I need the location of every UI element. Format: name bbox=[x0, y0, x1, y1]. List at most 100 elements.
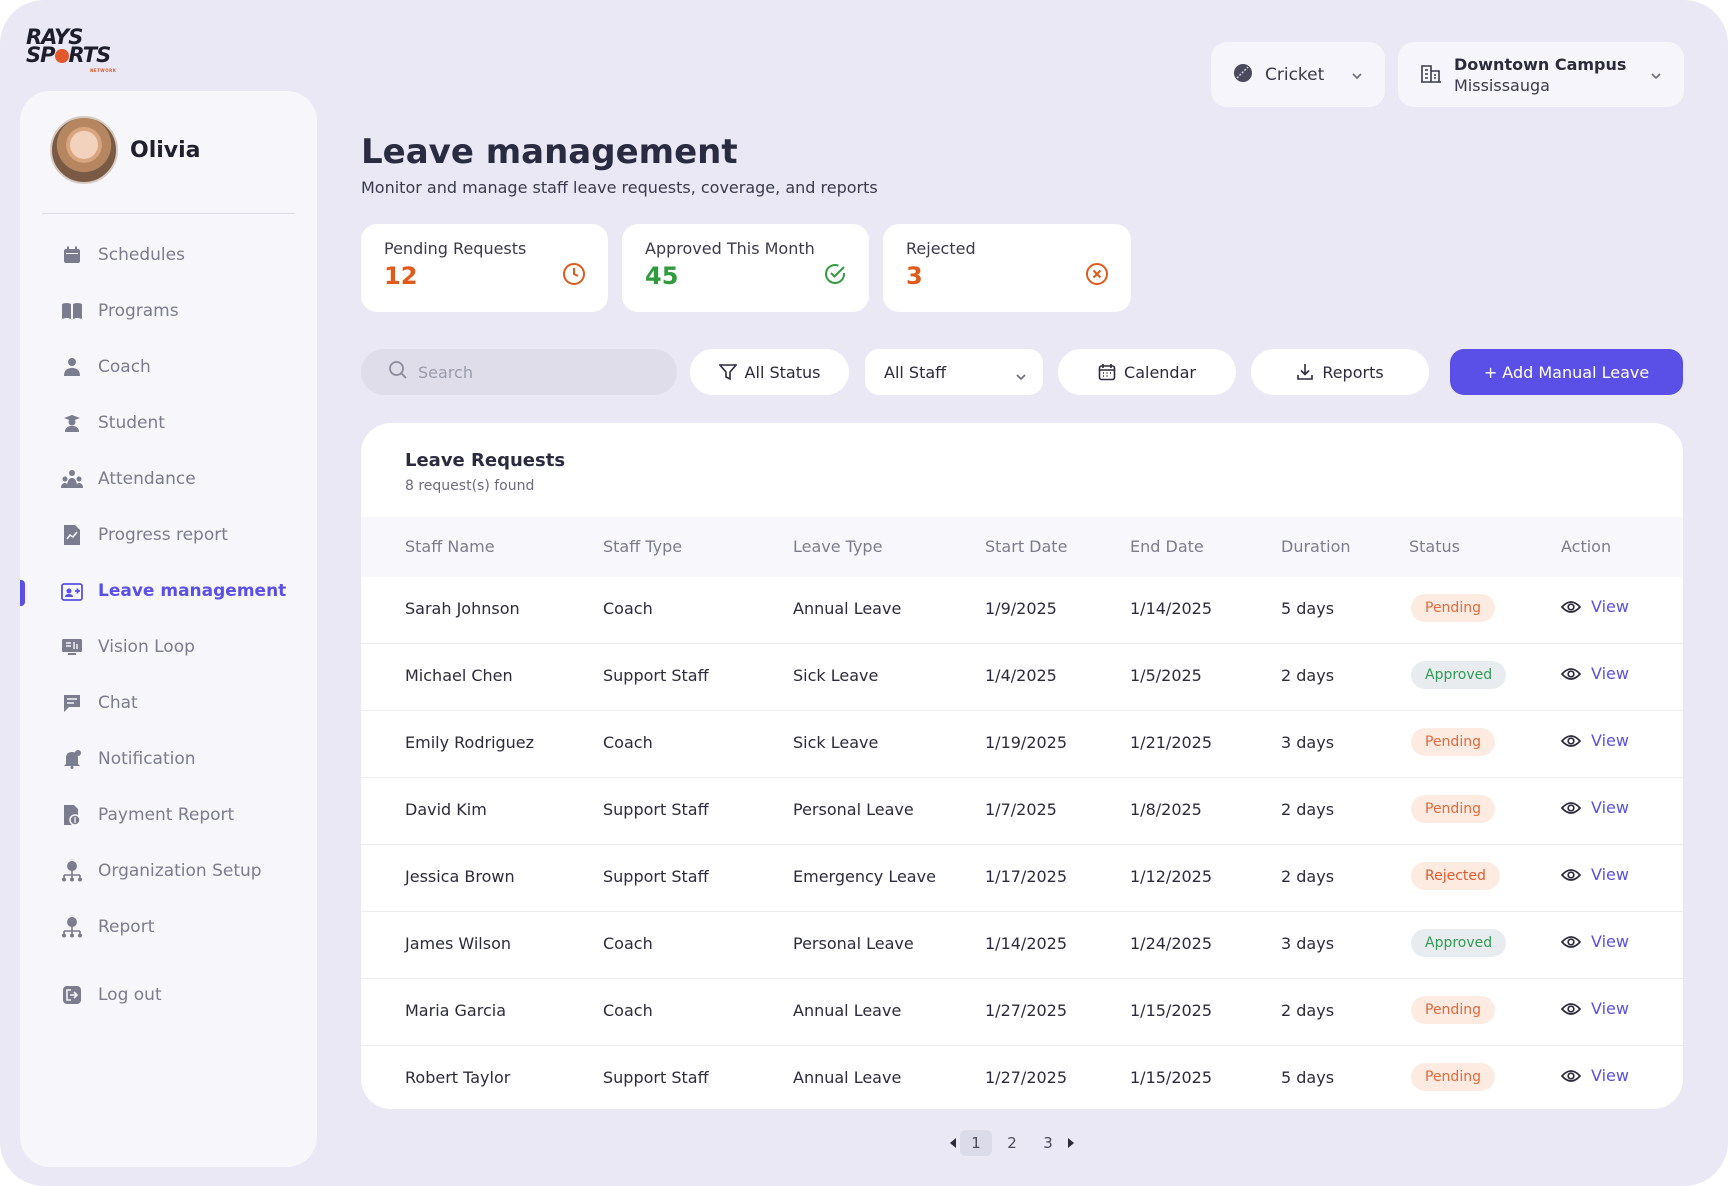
add-manual-leave-button[interactable]: + Add Manual Leave bbox=[1450, 349, 1683, 395]
table-cell: Sick Leave bbox=[793, 733, 879, 752]
view-button[interactable]: View bbox=[1561, 664, 1629, 683]
cricket-ball-icon bbox=[1233, 63, 1253, 87]
status-filter-button[interactable]: All Status bbox=[690, 349, 849, 395]
table-row: Emily Rodriguez Coach Sick Leave 1/19/2025 1… bbox=[361, 711, 1683, 778]
table-cell: 1/15/2025 bbox=[1130, 1001, 1213, 1020]
sidebar-item-leave-management[interactable]: Leave management bbox=[60, 571, 286, 611]
view-button[interactable]: View bbox=[1561, 798, 1629, 817]
attendance-icon bbox=[60, 467, 84, 491]
campus-select-value: Downtown Campus Mississauga bbox=[1454, 54, 1626, 96]
table-cell: 1/27/2025 bbox=[985, 1068, 1068, 1087]
active-indicator bbox=[20, 580, 25, 606]
view-label: View bbox=[1591, 999, 1629, 1018]
leave-requests-card: Leave Requests 8 request(s) found Staff … bbox=[361, 423, 1683, 1109]
student-icon bbox=[60, 411, 84, 435]
campus-select[interactable]: Downtown Campus Mississauga bbox=[1398, 42, 1684, 107]
table-row: Sarah Johnson Coach Annual Leave 1/9/2025 1/… bbox=[361, 577, 1683, 644]
sidebar-item-progress-report[interactable]: Progress report bbox=[60, 515, 228, 555]
stat-value: 45 bbox=[645, 262, 679, 290]
brand-logo[interactable]: RAYS SP RTS NETWORK bbox=[26, 25, 130, 74]
table-cell: 3 days bbox=[1281, 733, 1335, 752]
sport-select[interactable]: Cricket bbox=[1211, 42, 1385, 107]
status-badge: Pending bbox=[1411, 996, 1495, 1024]
view-button[interactable]: View bbox=[1561, 597, 1629, 616]
calendar-button[interactable]: Calendar bbox=[1058, 349, 1236, 395]
sidebar-item-student[interactable]: Student bbox=[60, 403, 165, 443]
sidebar-item-label: Coach bbox=[98, 357, 151, 377]
status-badge: Approved bbox=[1411, 929, 1507, 957]
sidebar-item-label: Leave management bbox=[98, 581, 287, 601]
pagination: 1 2 3 bbox=[948, 1129, 1076, 1157]
view-button[interactable]: View bbox=[1561, 932, 1629, 951]
view-button[interactable]: View bbox=[1561, 1066, 1629, 1085]
eye-icon bbox=[1561, 935, 1581, 949]
table-cell: Annual Leave bbox=[793, 1068, 902, 1087]
column-header: Status bbox=[1409, 537, 1460, 556]
logo-line-1: RAYS bbox=[26, 25, 83, 49]
sidebar-item-vision-loop[interactable]: Vision Loop bbox=[60, 627, 195, 667]
chat-icon bbox=[60, 691, 84, 715]
page-button[interactable]: 1 bbox=[960, 1130, 992, 1156]
table-cell: 1/19/2025 bbox=[985, 733, 1068, 752]
sidebar-item-organization-setup[interactable]: Organization Setup bbox=[60, 851, 262, 891]
stat-card-approved: Approved This Month 45 bbox=[622, 224, 869, 312]
staff-filter-select[interactable]: All Staff bbox=[865, 349, 1043, 395]
table-cell: Coach bbox=[603, 934, 653, 953]
stat-label: Approved This Month bbox=[645, 239, 815, 258]
view-button[interactable]: View bbox=[1561, 999, 1629, 1018]
table-cell: Maria Garcia bbox=[405, 1001, 506, 1020]
view-button[interactable]: View bbox=[1561, 865, 1629, 884]
table-cell: Coach bbox=[603, 1001, 653, 1020]
staff-filter-value: All Staff bbox=[884, 362, 947, 382]
sidebar-item-label: Student bbox=[98, 413, 165, 433]
search-input[interactable] bbox=[418, 362, 648, 382]
status-filter-label: All Status bbox=[744, 362, 821, 382]
view-label: View bbox=[1591, 865, 1629, 884]
table-cell: 1/7/2025 bbox=[985, 800, 1057, 819]
calendar-icon bbox=[60, 243, 84, 267]
logout-button[interactable]: Log out bbox=[60, 975, 162, 1015]
sidebar-item-label: Chat bbox=[98, 693, 138, 713]
payment-icon bbox=[60, 803, 84, 827]
stat-label: Rejected bbox=[906, 239, 976, 258]
table-row: David Kim Support Staff Personal Leave 1/7/… bbox=[361, 778, 1683, 845]
reports-button[interactable]: Reports bbox=[1251, 349, 1429, 395]
page-button[interactable]: 3 bbox=[1043, 1134, 1053, 1152]
table-cell: 2 days bbox=[1281, 666, 1335, 685]
column-header: End Date bbox=[1130, 537, 1204, 556]
table-cell: James Wilson bbox=[405, 934, 511, 953]
page-button[interactable]: 2 bbox=[1007, 1134, 1017, 1152]
column-header: Staff Name bbox=[405, 537, 495, 556]
sidebar-item-report[interactable]: Report bbox=[60, 907, 154, 947]
report-icon bbox=[60, 915, 84, 939]
eye-icon bbox=[1561, 801, 1581, 815]
sidebar-item-notification[interactable]: Notification bbox=[60, 739, 196, 779]
search-box[interactable] bbox=[361, 349, 677, 395]
table-cell: Annual Leave bbox=[793, 599, 902, 618]
user-profile[interactable]: Olivia bbox=[50, 116, 201, 184]
page-title: Leave management bbox=[361, 132, 738, 172]
table-cell: David Kim bbox=[405, 800, 487, 819]
sidebar-item-attendance[interactable]: Attendance bbox=[60, 459, 196, 499]
table-count: 8 request(s) found bbox=[405, 478, 535, 494]
sidebar-item-coach[interactable]: Coach bbox=[60, 347, 151, 387]
user-name: Olivia bbox=[130, 137, 201, 163]
table-cell: Emily Rodriguez bbox=[405, 733, 535, 752]
filter-icon bbox=[718, 363, 737, 381]
sidebar-item-payment-report[interactable]: Payment Report bbox=[60, 795, 234, 835]
view-button[interactable]: View bbox=[1561, 731, 1629, 750]
sidebar-item-programs[interactable]: Programs bbox=[60, 291, 179, 331]
sidebar-item-schedules[interactable]: Schedules bbox=[60, 235, 185, 275]
table-cell: 3 days bbox=[1281, 934, 1335, 953]
eye-icon bbox=[1561, 868, 1581, 882]
clock-icon bbox=[562, 262, 586, 290]
prev-page-icon[interactable] bbox=[948, 1138, 958, 1148]
calendar-label: Calendar bbox=[1124, 362, 1196, 382]
next-page-icon[interactable] bbox=[1066, 1138, 1076, 1148]
table-cell: 1/15/2025 bbox=[1130, 1068, 1213, 1087]
stat-label: Pending Requests bbox=[384, 239, 527, 258]
table-row: Jessica Brown Support Staff Emergency Leav… bbox=[361, 845, 1683, 912]
sidebar-item-label: Programs bbox=[98, 301, 179, 321]
table-cell: 1/14/2025 bbox=[1130, 599, 1213, 618]
sidebar-item-chat[interactable]: Chat bbox=[60, 683, 138, 723]
